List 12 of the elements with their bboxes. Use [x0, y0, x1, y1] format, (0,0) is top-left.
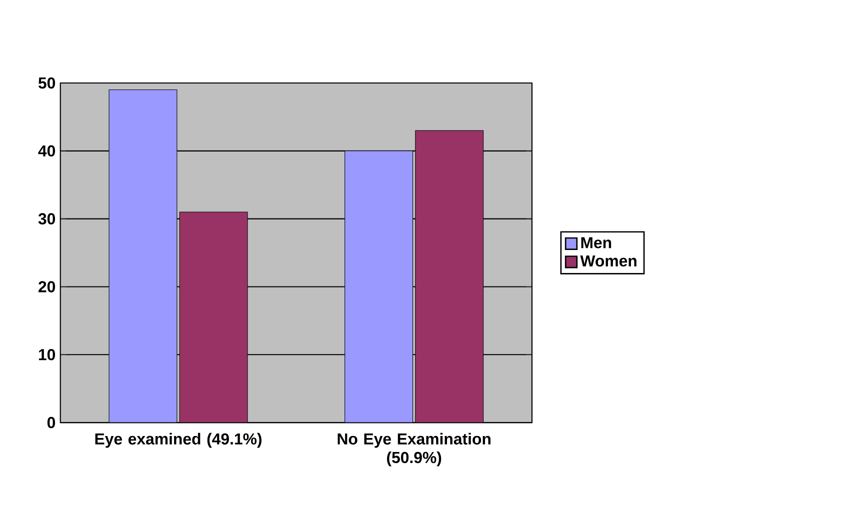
- y-tick-label: 50: [38, 78, 56, 89]
- y-tick-label: 0: [47, 417, 56, 428]
- legend-label: Women: [580, 256, 636, 267]
- y-tick-label: 40: [38, 146, 56, 157]
- bar: [179, 212, 248, 423]
- bar: [415, 130, 484, 423]
- x-tick-label: Eye examined (49.1%): [95, 433, 262, 448]
- y-tick-label: 30: [38, 213, 56, 225]
- legend-label: Men: [581, 237, 612, 249]
- y-tick-label: 20: [38, 281, 56, 293]
- x-tick-label: No Eye Examination (50.9%): [338, 433, 490, 467]
- y-tick-label: 10: [38, 349, 56, 360]
